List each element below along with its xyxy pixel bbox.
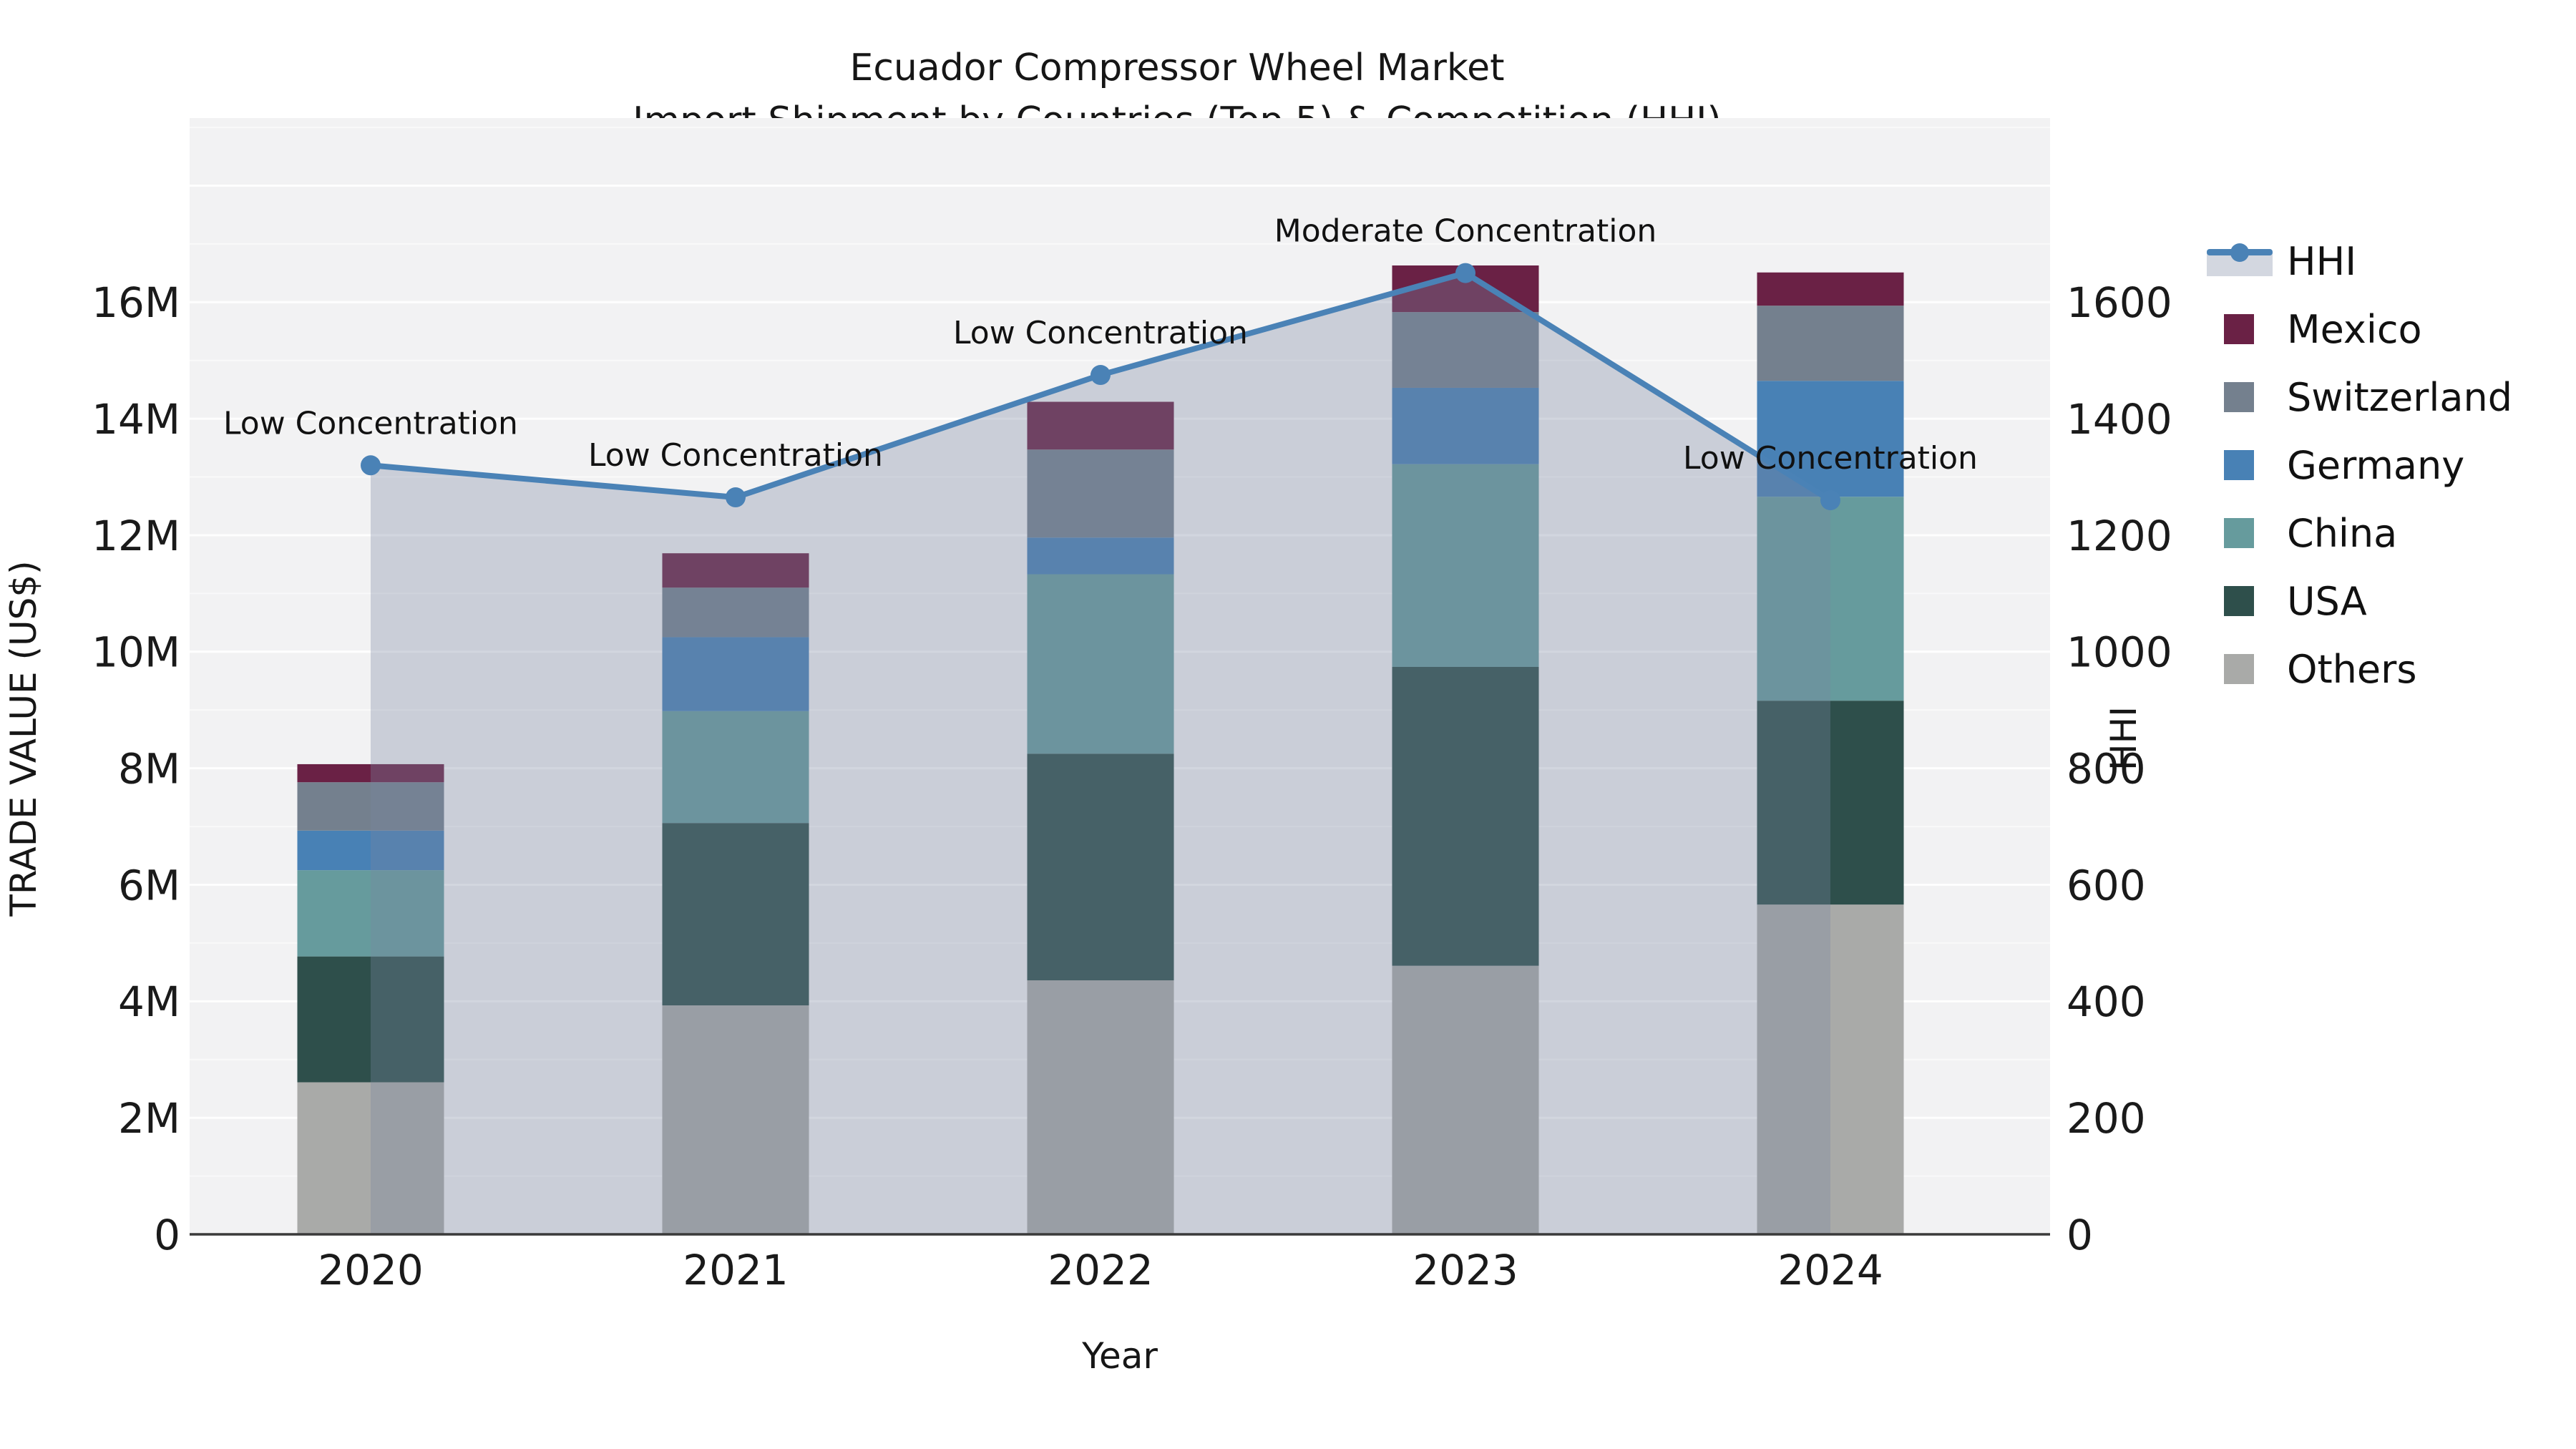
bar-segment-switzerland-2020 <box>297 782 444 831</box>
annotation-2020: Low Concentration <box>223 405 518 441</box>
y-right-tick-1400: 1400 <box>2067 395 2172 444</box>
bar-segment-germany-2021 <box>662 637 809 711</box>
bar-segment-germany-2022 <box>1027 537 1174 575</box>
legend-color-swatch <box>2224 586 2254 616</box>
y-left-axis-label: TRADE VALUE (US$) <box>3 560 44 917</box>
x-tick-2022: 2022 <box>1048 1246 1153 1294</box>
legend-swatch-germany <box>2205 431 2287 499</box>
bar-segment-usa-2023 <box>1392 666 1539 966</box>
x-tick-2020: 2020 <box>318 1246 424 1294</box>
bar-segment-usa-2020 <box>297 956 444 1083</box>
bar-segment-germany-2024 <box>1757 381 1904 497</box>
y-left-tick-0: 0 <box>154 1211 180 1259</box>
bar-segment-others-2021 <box>662 1005 809 1234</box>
y-left-tick-8M: 8M <box>118 745 180 794</box>
legend-swatch-hhi <box>2205 228 2287 296</box>
legend-color-swatch <box>2224 382 2254 412</box>
legend-swatch-switzerland <box>2205 364 2287 431</box>
legend-label-usa: USA <box>2287 579 2367 624</box>
bar-segment-china-2021 <box>662 711 809 824</box>
bar-segment-switzerland-2022 <box>1027 449 1174 538</box>
annotation-2023: Moderate Concentration <box>1274 213 1657 250</box>
legend-swatch-mexico <box>2205 296 2287 364</box>
x-tick-2021: 2021 <box>683 1246 789 1294</box>
y-left-tick-6M: 6M <box>118 861 180 909</box>
bar-segment-china-2022 <box>1027 574 1174 754</box>
bar-segment-china-2020 <box>297 870 444 957</box>
hhi-marker-2022 <box>1091 365 1111 386</box>
legend-label-china: China <box>2287 511 2398 556</box>
annotation-2022: Low Concentration <box>953 315 1248 351</box>
annotation-2024: Low Concentration <box>1683 440 1978 477</box>
y-right-tick-800: 800 <box>2067 745 2146 794</box>
bar-segment-others-2024 <box>1757 904 1904 1234</box>
y-right-tick-200: 200 <box>2067 1094 2146 1143</box>
legend-item-usa: USA <box>2205 567 2512 635</box>
bar-segment-china-2024 <box>1757 497 1904 701</box>
legend-swatch-china <box>2205 499 2287 567</box>
chart-title-line1: Ecuador Compressor Wheel Market <box>849 47 1505 89</box>
legend-item-switzerland: Switzerland <box>2205 364 2512 431</box>
legend-swatch-others <box>2205 635 2287 703</box>
bar-segment-usa-2021 <box>662 823 809 1006</box>
bar-segment-china-2023 <box>1392 464 1539 667</box>
bar-segment-others-2023 <box>1392 965 1539 1234</box>
legend-label-others: Others <box>2287 647 2417 692</box>
bar-segment-mexico-2022 <box>1027 401 1174 450</box>
bar-segment-switzerland-2024 <box>1757 306 1904 381</box>
bar-segment-usa-2022 <box>1027 753 1174 981</box>
y-left-tick-14M: 14M <box>92 395 180 444</box>
legend-item-mexico: Mexico <box>2205 296 2512 364</box>
y-right-tick-1000: 1000 <box>2067 628 2172 677</box>
y-right-tick-1600: 1600 <box>2067 278 2172 327</box>
y-right-axis-label: HHI <box>2103 706 2145 771</box>
hhi-marker-2020 <box>361 455 381 476</box>
bar-segment-mexico-2024 <box>1757 272 1904 306</box>
hhi-marker-2024 <box>1820 490 1840 511</box>
hhi-marker-2021 <box>726 487 746 508</box>
y-right-tick-0: 0 <box>2067 1211 2093 1259</box>
legend-item-others: Others <box>2205 635 2512 703</box>
hhi-marker-2023 <box>1455 263 1475 283</box>
bar-segment-germany-2020 <box>297 830 444 871</box>
legend-color-swatch <box>2224 518 2254 548</box>
y-left-tick-2M: 2M <box>118 1094 180 1143</box>
bar-segment-others-2022 <box>1027 980 1174 1234</box>
bar-segment-mexico-2021 <box>662 553 809 588</box>
bar-segment-switzerland-2021 <box>662 587 809 638</box>
legend-item-germany: Germany <box>2205 431 2512 499</box>
legend-item-hhi: HHI <box>2205 228 2512 296</box>
legend-color-swatch <box>2224 450 2254 480</box>
legend: HHI Mexico Switzerland Germany China USA Other… <box>2205 228 2512 703</box>
bar-segment-switzerland-2023 <box>1392 312 1539 388</box>
legend-swatch-usa <box>2205 567 2287 635</box>
hhi-line-icon <box>2207 243 2273 276</box>
bar-segment-germany-2023 <box>1392 387 1539 464</box>
y-left-tick-4M: 4M <box>118 977 180 1026</box>
legend-color-swatch <box>2224 654 2254 684</box>
bar-segment-others-2020 <box>297 1082 444 1234</box>
legend-label-hhi: HHI <box>2287 239 2357 284</box>
legend-label-switzerland: Switzerland <box>2287 375 2512 420</box>
y-left-tick-16M: 16M <box>92 278 180 327</box>
hhi-area-fill <box>371 273 1830 1235</box>
y-right-tick-400: 400 <box>2067 977 2146 1026</box>
x-axis-label: Year <box>1081 1335 1158 1377</box>
legend-item-china: China <box>2205 499 2512 567</box>
y-right-tick-1200: 1200 <box>2067 512 2172 560</box>
bar-segment-usa-2024 <box>1757 701 1904 905</box>
y-left-tick-10M: 10M <box>92 628 180 677</box>
y-right-tick-600: 600 <box>2067 861 2146 909</box>
y-left-tick-12M: 12M <box>92 512 180 560</box>
legend-label-germany: Germany <box>2287 443 2465 488</box>
bar-segment-mexico-2020 <box>297 763 444 783</box>
annotation-2021: Low Concentration <box>588 437 883 474</box>
x-tick-2023: 2023 <box>1413 1246 1518 1294</box>
legend-label-mexico: Mexico <box>2287 307 2422 352</box>
x-tick-2024: 2024 <box>1777 1246 1883 1294</box>
legend-color-swatch <box>2224 314 2254 344</box>
